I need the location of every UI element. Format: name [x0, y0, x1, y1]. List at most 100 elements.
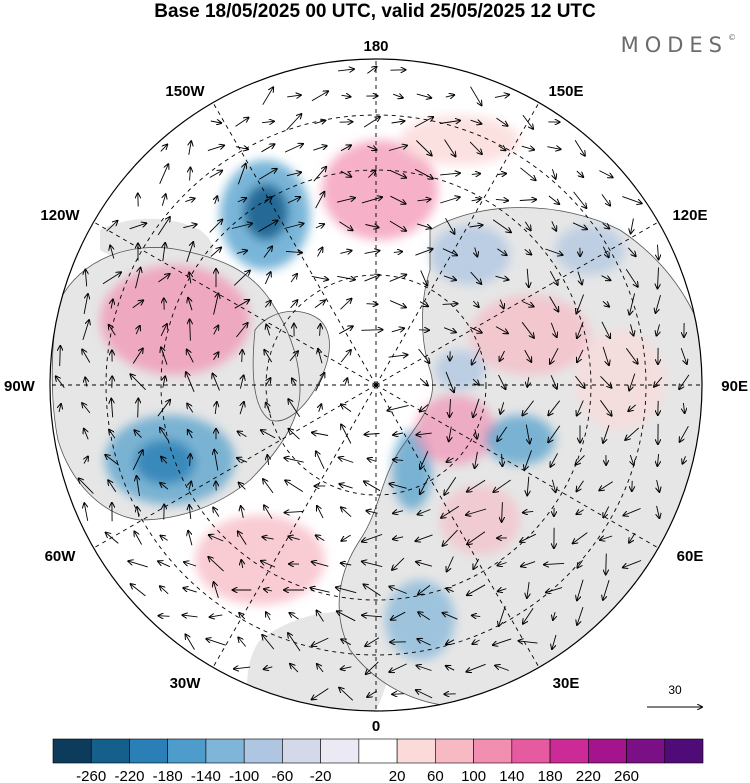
wind-vector — [573, 191, 587, 208]
wind-vector — [520, 167, 535, 180]
wind-vector — [467, 584, 486, 595]
wind-vector — [336, 587, 357, 594]
wind-vector — [108, 480, 117, 492]
wind-vector — [418, 612, 431, 621]
wind-vector — [266, 325, 269, 336]
wind-vector — [258, 221, 278, 232]
colorbar-tick-label: 100 — [461, 768, 486, 783]
wind-vector — [189, 505, 191, 519]
wind-vector — [498, 374, 506, 389]
meridian-line — [93, 221, 377, 386]
wind-vector — [189, 482, 191, 491]
wind-vector — [389, 484, 407, 489]
wind-vector — [340, 170, 351, 177]
wind-vector — [628, 404, 636, 411]
wind-vector — [267, 455, 268, 465]
anomaly-neg-siberia-west — [485, 415, 555, 465]
wind-vector — [500, 402, 503, 414]
wind-vector — [577, 480, 584, 492]
wind-vector — [469, 225, 483, 227]
wind-vector — [159, 164, 169, 184]
wind-vector — [129, 223, 147, 230]
wind-vector — [261, 144, 275, 153]
wind-vector — [446, 640, 455, 644]
wind-vector — [577, 579, 584, 601]
reference-vector-value: 30 — [668, 683, 682, 697]
wind-vector — [654, 377, 663, 386]
wind-vector — [500, 299, 503, 309]
wind-vector — [264, 505, 273, 519]
wind-vector — [420, 477, 429, 494]
wind-vector — [498, 589, 507, 592]
meridian-line — [375, 384, 540, 668]
wind-vector — [442, 304, 458, 305]
wind-vector — [288, 399, 301, 418]
wind-vector — [420, 270, 428, 285]
wind-vector — [550, 322, 556, 337]
colorbar-box — [167, 738, 207, 764]
wind-vector — [574, 140, 585, 155]
lon-label-60e: 60E — [677, 548, 704, 565]
colorbar-box — [549, 738, 589, 764]
wind-vector — [547, 147, 560, 150]
meridian-line — [212, 384, 377, 668]
wind-vector — [111, 399, 112, 418]
wind-vector — [341, 507, 352, 518]
wind-vector — [163, 376, 165, 388]
wind-vector — [316, 535, 325, 541]
wind-vector — [522, 114, 533, 129]
wind-vector — [552, 479, 555, 492]
wind-vector — [603, 425, 610, 443]
wind-vector — [450, 399, 451, 417]
anomaly-pos-canada — [100, 265, 250, 375]
wind-vector — [85, 270, 86, 287]
wind-vector — [341, 404, 352, 412]
wind-vector — [311, 276, 328, 279]
wind-vector — [544, 563, 565, 564]
wind-vector — [576, 170, 583, 177]
wind-vector — [345, 378, 348, 386]
wind-vector — [419, 378, 428, 386]
wind-vector — [519, 200, 536, 201]
wind-vector — [264, 272, 270, 285]
wind-vector — [339, 688, 354, 701]
wind-vector — [522, 301, 533, 307]
wind-vector — [261, 561, 276, 568]
lon-label-90w: 90W — [4, 378, 36, 395]
wind-vector — [494, 95, 509, 98]
map-border — [49, 58, 703, 712]
wind-vector — [183, 588, 197, 593]
wind-vector — [266, 612, 270, 621]
wind-vector — [361, 197, 382, 204]
wind-vector — [234, 300, 249, 309]
wind-vector — [110, 246, 114, 259]
wind-vector — [393, 433, 403, 435]
wind-vector — [363, 117, 380, 128]
wind-vectors — [56, 67, 690, 701]
wind-vector — [389, 300, 406, 308]
wind-vector — [285, 511, 304, 512]
wind-vector — [495, 276, 509, 280]
wind-vector — [625, 269, 638, 286]
wind-vector — [317, 506, 324, 519]
wind-vector — [577, 400, 584, 416]
wind-vector — [287, 197, 300, 204]
wind-vector — [499, 605, 506, 626]
anomaly-neg-china — [555, 225, 625, 275]
wind-vector — [549, 296, 559, 312]
wind-vector — [502, 502, 503, 522]
wind-vector — [446, 588, 454, 591]
colorbar-box — [396, 738, 436, 764]
wind-vector — [679, 374, 690, 389]
wind-vector — [317, 248, 323, 257]
wind-vector — [389, 663, 407, 672]
wind-vector — [444, 476, 457, 495]
wind-vector — [340, 299, 352, 310]
wind-vector — [449, 426, 452, 442]
wind-vector — [264, 350, 273, 363]
wind-vector — [472, 378, 479, 385]
wind-vector — [341, 95, 351, 96]
wind-vector — [105, 455, 119, 466]
wind-vector — [416, 433, 432, 435]
lon-label-150w: 150W — [165, 83, 205, 100]
